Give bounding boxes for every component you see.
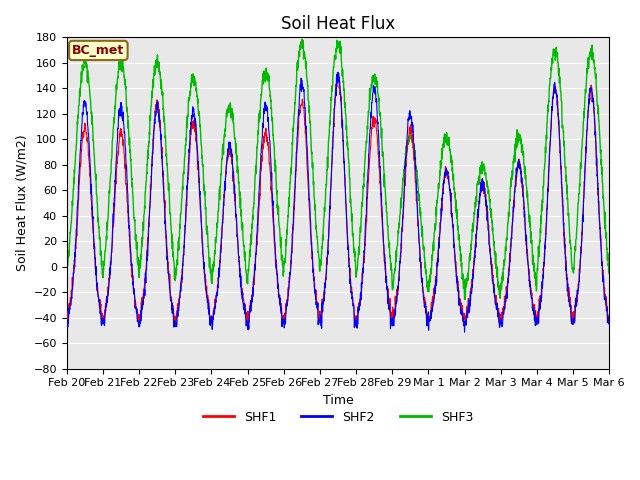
SHF1	[605, 316, 612, 322]
SHF2	[63, 319, 70, 325]
SHF3	[354, 263, 362, 268]
SHF1	[135, 323, 143, 329]
SHF3	[496, 282, 504, 288]
SHF3	[461, 297, 469, 302]
SHF1	[573, 299, 580, 304]
SHF3	[63, 268, 70, 274]
SHF1	[335, 71, 342, 76]
Y-axis label: Soil Heat Flux (W/m2): Soil Heat Flux (W/m2)	[15, 134, 28, 271]
SHF1	[496, 315, 504, 321]
SHF3	[214, 209, 222, 215]
SHF1	[557, 171, 565, 177]
X-axis label: Time: Time	[323, 394, 353, 407]
SHF3	[298, 36, 306, 42]
SHF2	[573, 302, 580, 308]
SHF1	[214, 275, 222, 280]
SHF2	[496, 324, 504, 330]
SHF2	[354, 320, 362, 326]
SHF1	[366, 158, 374, 164]
Line: SHF1: SHF1	[67, 73, 609, 326]
SHF3	[365, 96, 373, 102]
SHF2	[557, 181, 565, 187]
Line: SHF2: SHF2	[67, 72, 609, 332]
Line: SHF3: SHF3	[67, 39, 609, 300]
Legend: SHF1, SHF2, SHF3: SHF1, SHF2, SHF3	[198, 406, 479, 429]
Text: BC_met: BC_met	[72, 44, 124, 57]
SHF1	[63, 315, 70, 321]
SHF2	[365, 139, 373, 145]
SHF3	[573, 230, 580, 236]
SHF2	[333, 70, 341, 75]
SHF3	[557, 99, 565, 105]
SHF2	[605, 313, 612, 319]
Title: Soil Heat Flux: Soil Heat Flux	[281, 15, 395, 33]
SHF2	[461, 329, 468, 335]
SHF1	[354, 312, 362, 318]
SHF3	[605, 270, 612, 276]
SHF2	[214, 283, 222, 288]
